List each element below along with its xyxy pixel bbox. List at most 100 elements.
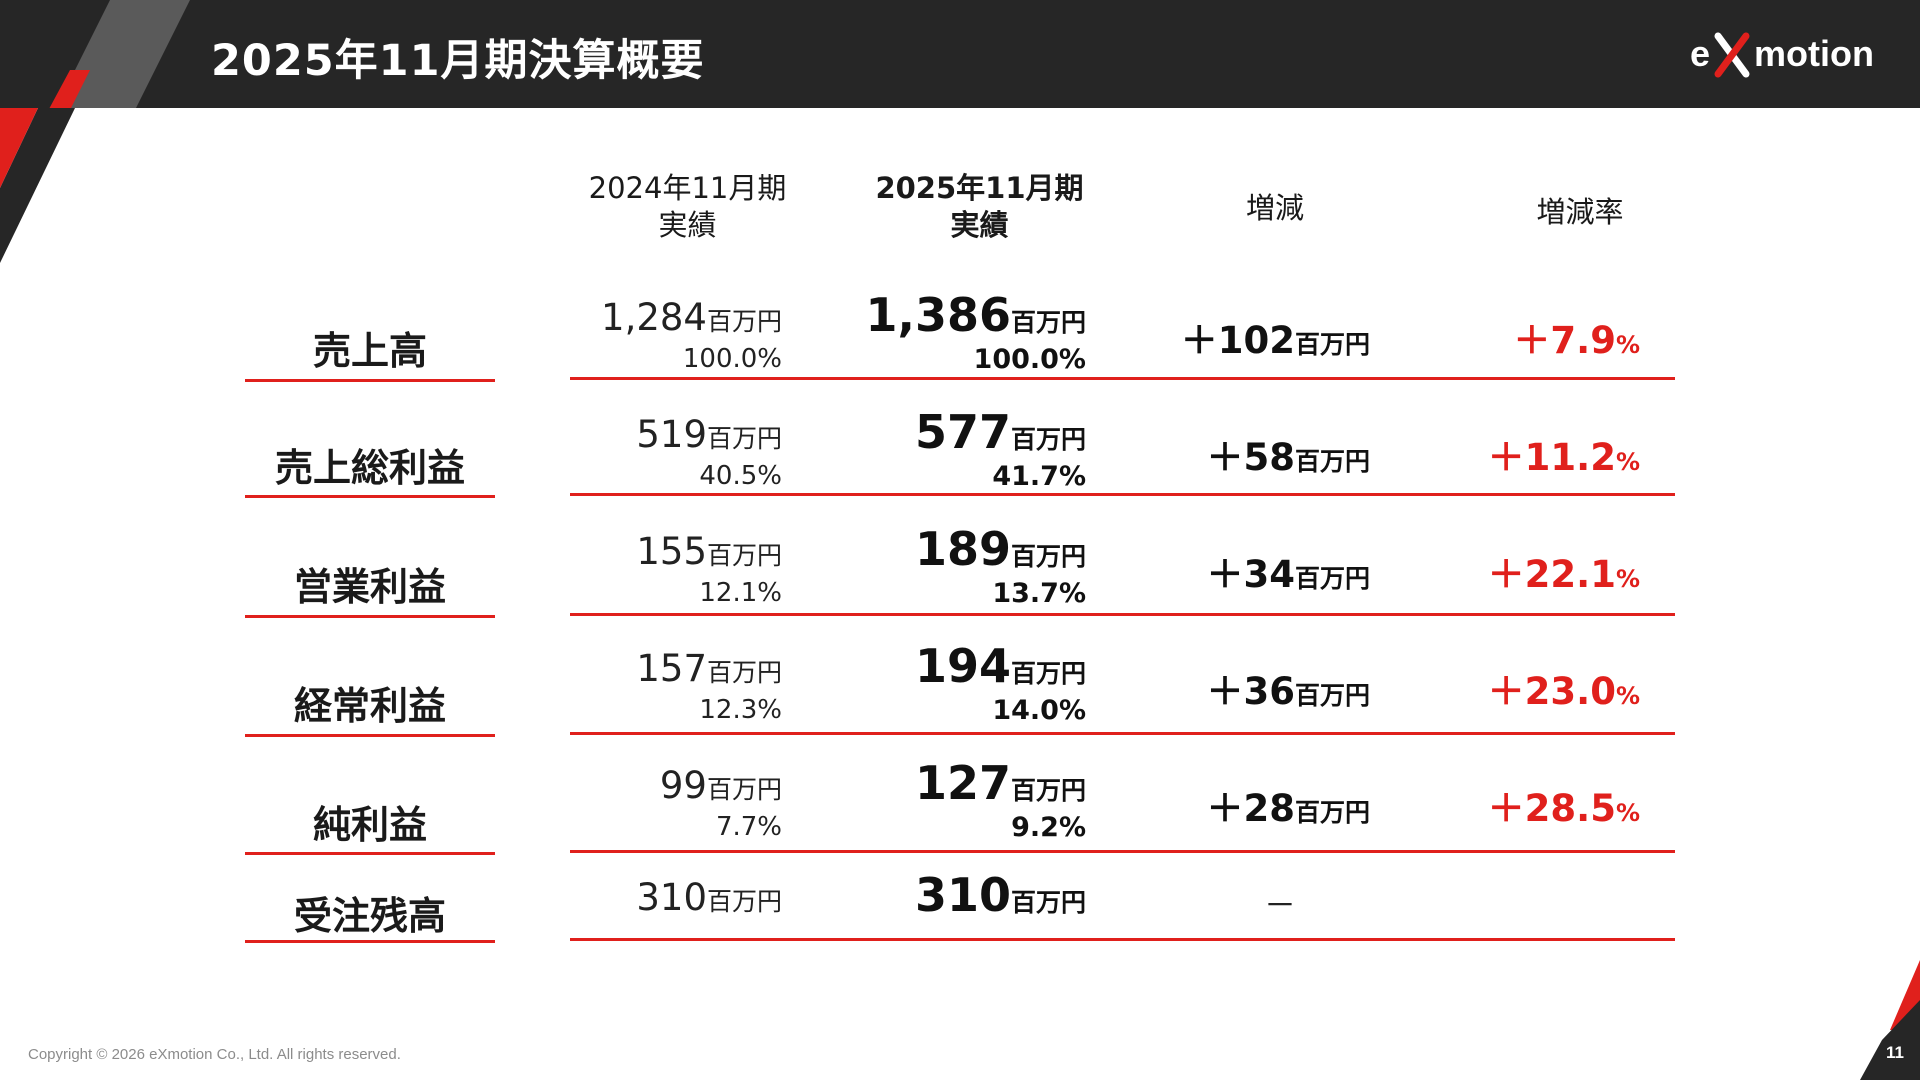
prev-value: 1,284百万円: [560, 296, 782, 339]
rate-value: ＋7.9%: [1440, 310, 1640, 364]
prev-value: 310百万円: [560, 876, 782, 919]
rate-value-number: ＋7.9: [1513, 319, 1616, 362]
diff-value-unit: 百万円: [1294, 681, 1370, 710]
prev-value-unit: 百万円: [706, 775, 782, 804]
diff-value-number: ＋28: [1206, 787, 1295, 830]
prev-value-number: 1,284: [601, 296, 707, 339]
row-label-underline: [245, 379, 495, 382]
current-value: 189百万円: [830, 522, 1086, 576]
diff-value: ＋58百万円: [1140, 427, 1370, 481]
diff-value: ＋102百万円: [1140, 310, 1370, 364]
rate-value-unit: %: [1615, 331, 1640, 359]
table-row: 受注残高 310百万円 310百万円 －: [0, 868, 1920, 988]
company-logo: e motion: [1690, 26, 1874, 82]
rate-value-number: ＋11.2: [1487, 436, 1616, 479]
current-value-number: 310: [914, 868, 1011, 922]
row-label-underline: [245, 615, 495, 618]
rate-value-unit: %: [1615, 799, 1640, 827]
current-value: 310百万円: [830, 868, 1086, 922]
current-ratio: 100.0%: [973, 344, 1086, 375]
diff-value-number: ＋36: [1206, 670, 1295, 713]
page-number: 11: [1886, 1043, 1904, 1062]
prev-ratio: 12.3%: [699, 695, 782, 725]
row-underline: [570, 732, 1675, 735]
rate-value-unit: %: [1615, 565, 1640, 593]
column-header-current-line2: 実績: [950, 208, 1009, 242]
rate-value-number: ＋28.5: [1487, 787, 1616, 830]
current-value: 194百万円: [830, 639, 1086, 693]
rate-value-unit: %: [1615, 682, 1640, 710]
column-header-prev-line1: 2024年11月期: [588, 171, 787, 205]
diff-value-number: ＋58: [1206, 436, 1295, 479]
diff-value: ＋36百万円: [1140, 661, 1370, 715]
prev-ratio: 12.1%: [699, 578, 782, 608]
row-label: 売上総利益: [274, 446, 465, 490]
prev-value-unit: 百万円: [706, 887, 782, 916]
column-header-current-line1: 2025年11月期: [875, 171, 1084, 205]
table-row: 純利益 99百万円 7.7% 127百万円 9.2% ＋28百万円 ＋28.5%: [0, 756, 1920, 874]
table-row: 営業利益 155百万円 12.1% 189百万円 13.7% ＋34百万円 ＋2…: [0, 522, 1920, 640]
diff-value-number: ＋34: [1206, 553, 1295, 596]
row-label-underline: [245, 734, 495, 737]
current-value-number: 577: [914, 405, 1011, 459]
prev-value-unit: 百万円: [706, 424, 782, 453]
current-value: 577百万円: [830, 405, 1086, 459]
row-label: 売上高: [312, 329, 427, 373]
diff-value-number: ＋102: [1180, 319, 1295, 362]
row-label-underline: [245, 940, 495, 943]
header-bar: 2025年11月期決算概要 e motion: [0, 0, 1920, 108]
row-label: 営業利益: [293, 565, 446, 609]
rate-value: ＋28.5%: [1440, 778, 1640, 832]
row-underline: [570, 850, 1675, 853]
prev-value-number: 157: [636, 647, 707, 690]
diff-value-unit: 百万円: [1294, 564, 1370, 593]
rate-value-unit: %: [1615, 448, 1640, 476]
prev-value-number: 155: [636, 530, 707, 573]
table-row: 売上総利益 519百万円 40.5% 577百万円 41.7% ＋58百万円 ＋…: [0, 405, 1920, 523]
current-value-number: 1,386: [865, 288, 1011, 342]
row-label-underline: [245, 495, 495, 498]
row-underline: [570, 613, 1675, 616]
current-ratio: 13.7%: [992, 578, 1086, 609]
column-header-rate: 増減率: [1536, 195, 1624, 229]
current-ratio: 41.7%: [992, 461, 1086, 492]
row-underline: [570, 938, 1675, 941]
diff-value-unit: 百万円: [1294, 798, 1370, 827]
header-stripe-decoration: [49, 0, 190, 108]
prev-value-number: 310: [636, 876, 707, 919]
current-value-unit: 百万円: [1010, 308, 1086, 337]
prev-ratio: 7.7%: [715, 812, 782, 842]
diff-value-unit: 百万円: [1294, 447, 1370, 476]
logo-text-e: e: [1690, 33, 1711, 74]
current-value-unit: 百万円: [1010, 425, 1086, 454]
row-underline: [570, 493, 1675, 496]
diff-dash: －: [1263, 886, 1296, 924]
prev-value: 157百万円: [560, 647, 782, 690]
row-underline: [570, 377, 1675, 380]
table-row: 売上高 1,284百万円 100.0% 1,386百万円 100.0% ＋102…: [0, 288, 1920, 406]
current-value-unit: 百万円: [1010, 659, 1086, 688]
prev-value-unit: 百万円: [706, 541, 782, 570]
prev-value-number: 99: [659, 764, 707, 807]
rate-value: ＋23.0%: [1440, 661, 1640, 715]
prev-value: 99百万円: [560, 764, 782, 807]
row-label: 純利益: [312, 803, 427, 847]
prev-value-number: 519: [636, 413, 707, 456]
current-value-unit: 百万円: [1010, 776, 1086, 805]
current-value-unit: 百万円: [1010, 542, 1086, 571]
logo-x-mark-icon: [1714, 32, 1750, 78]
bottom-right-corner-decoration: [1860, 960, 1920, 1080]
row-label: 受注残高: [293, 894, 446, 938]
diff-value-unit: 百万円: [1294, 330, 1370, 359]
diff-value: ＋28百万円: [1140, 778, 1370, 832]
prev-value: 519百万円: [560, 413, 782, 456]
prev-ratio: 100.0%: [682, 344, 782, 374]
diff-value: ＋34百万円: [1140, 544, 1370, 598]
current-ratio: 9.2%: [1011, 812, 1086, 843]
column-header-diff: 増減: [1245, 191, 1304, 225]
column-header-current: 2025年11月期 実績: [862, 170, 1097, 244]
rate-value: ＋11.2%: [1440, 427, 1640, 481]
prev-value-unit: 百万円: [706, 658, 782, 687]
current-value-unit: 百万円: [1010, 888, 1086, 917]
row-label: 経常利益: [293, 684, 446, 728]
